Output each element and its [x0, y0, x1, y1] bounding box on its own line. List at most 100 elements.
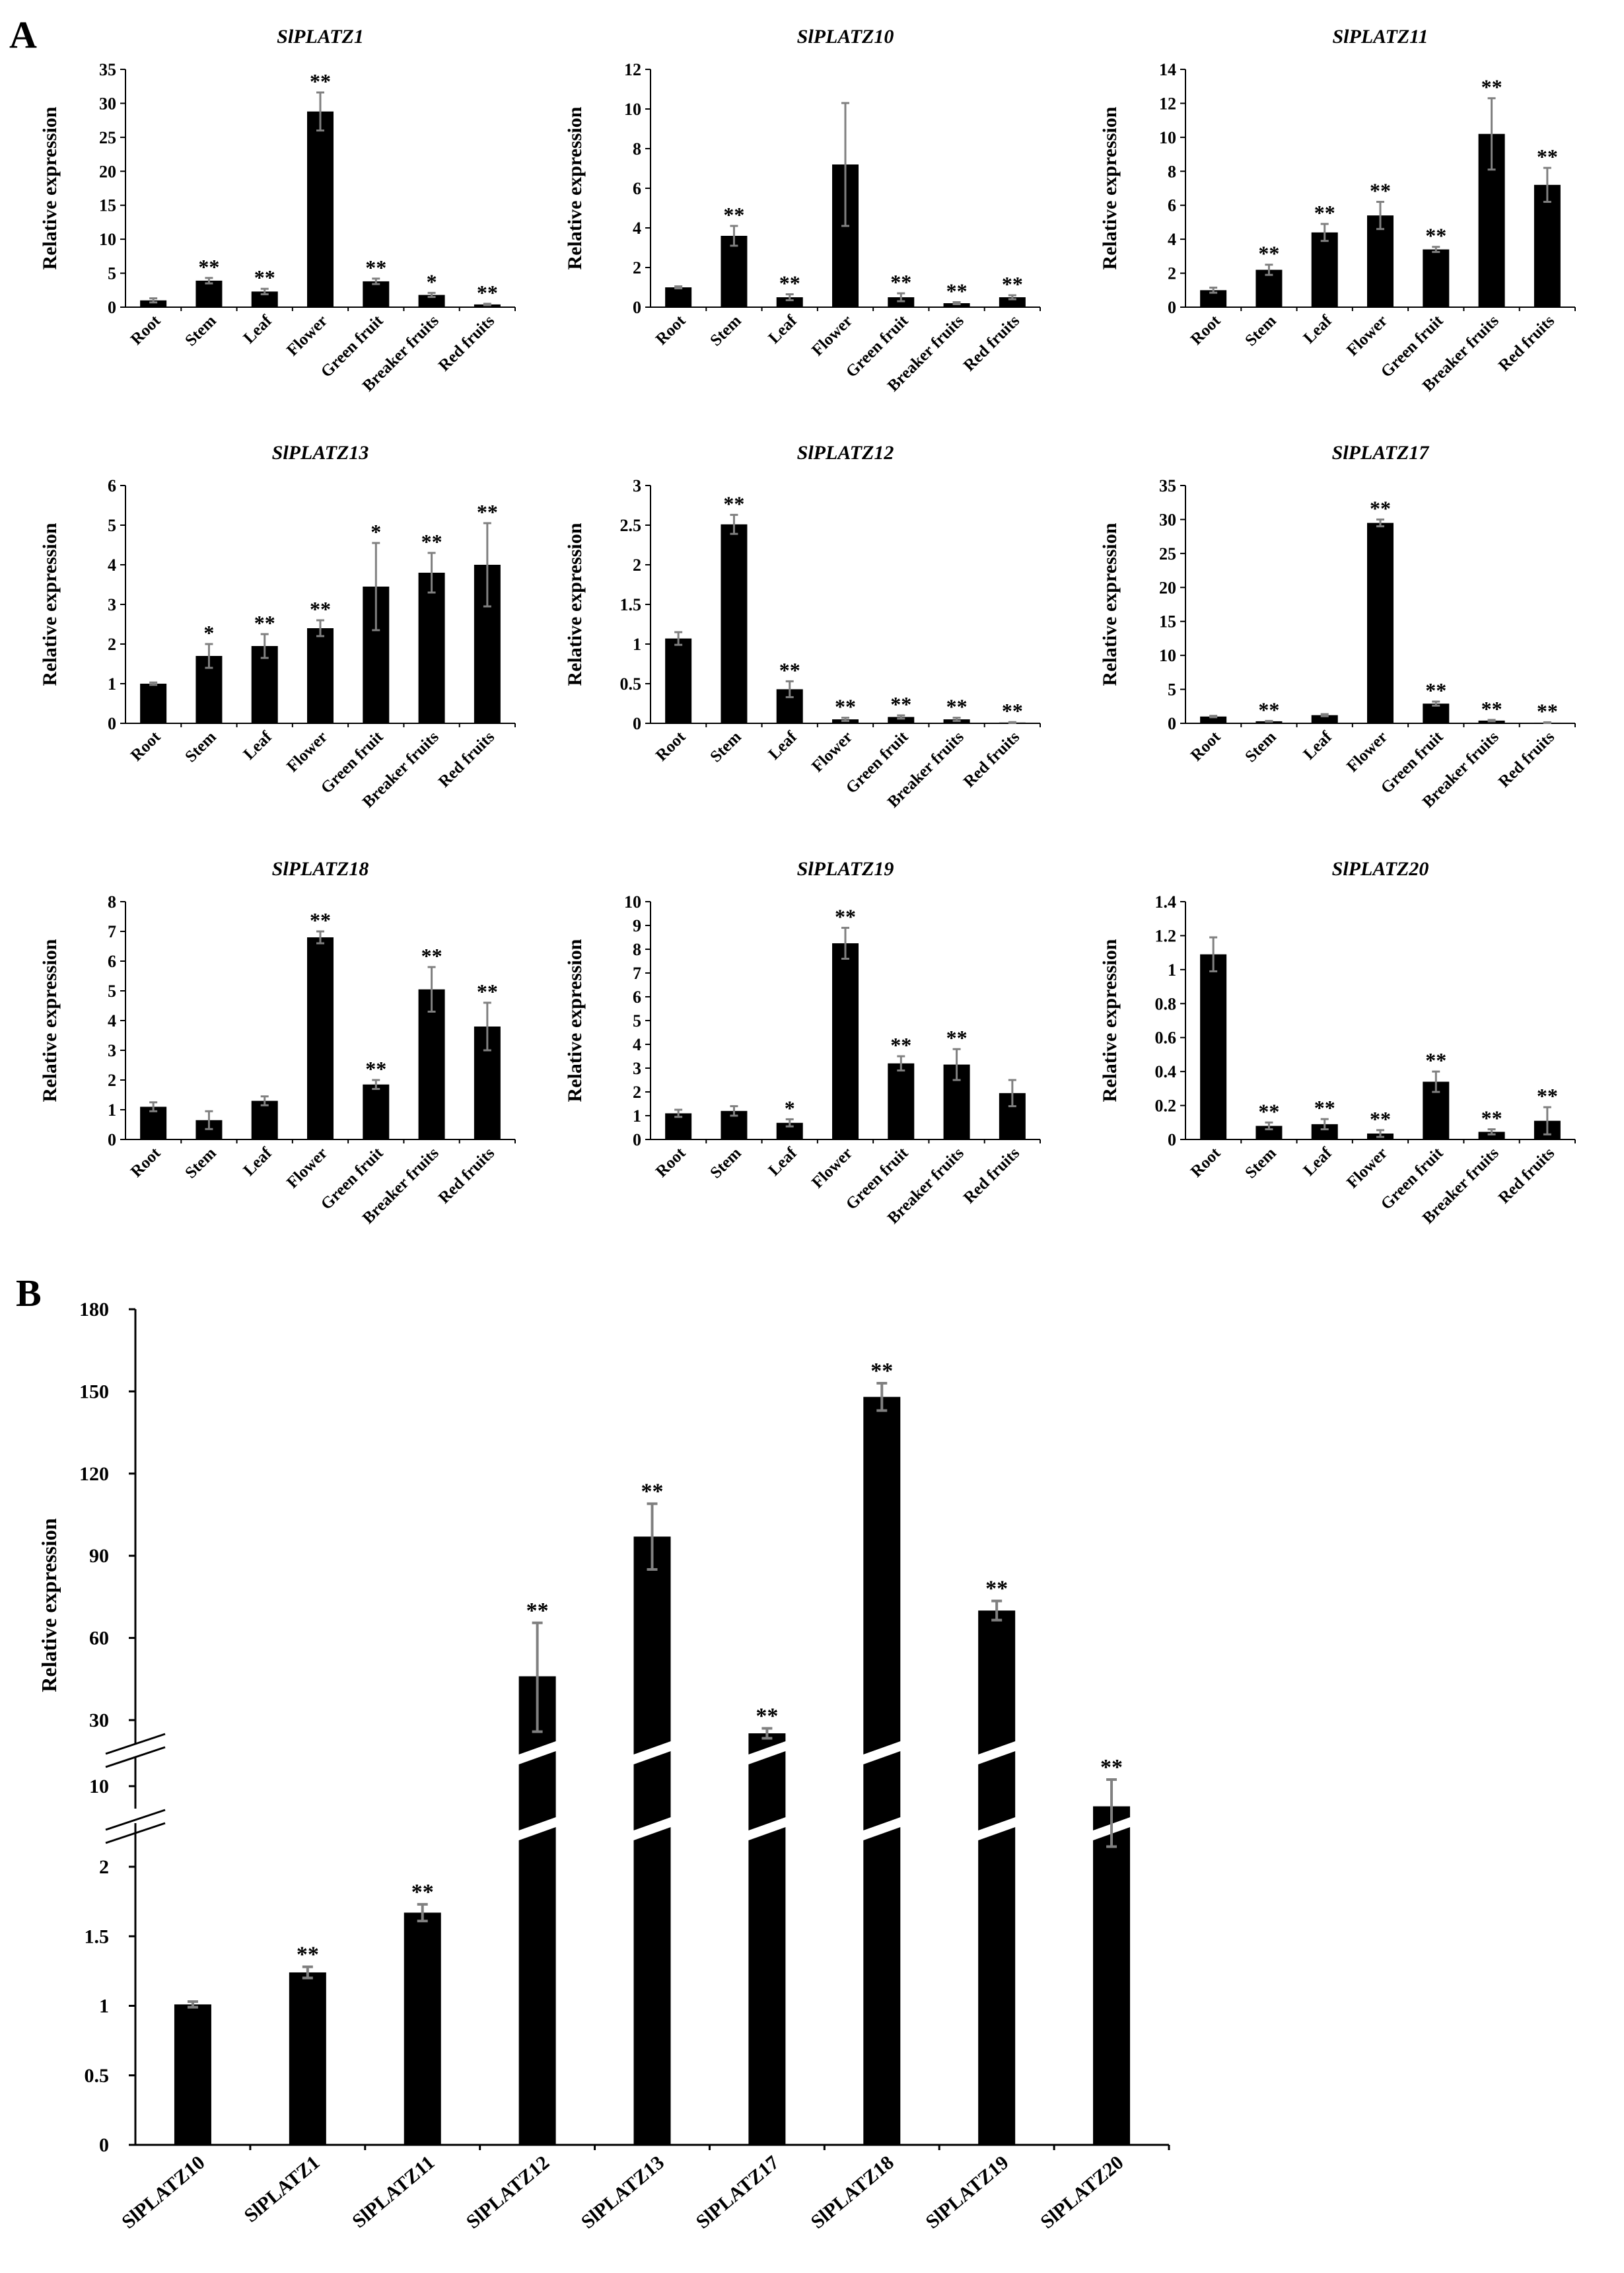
y-tick-label: 2: [633, 258, 641, 277]
significance-marker: **: [756, 1704, 778, 1729]
panel-label-b: B: [16, 1272, 42, 1315]
bar: [1255, 270, 1283, 307]
bar: [1255, 1126, 1283, 1139]
bar: [888, 1063, 915, 1139]
chart-title: SlPLATZ10: [797, 26, 894, 48]
significance-marker: **: [870, 1359, 893, 1383]
significance-marker: **: [985, 1577, 1008, 1601]
chart-title: SlPLATZ11: [1332, 26, 1428, 48]
bar-break-gap: [624, 1814, 680, 1844]
y-tick-label: 1.5: [620, 595, 642, 614]
chart-title: SlPLATZ13: [272, 442, 369, 464]
significance-marker: *: [371, 520, 381, 544]
bar-break-gap: [854, 1814, 910, 1844]
y-tick-label: 1: [108, 1100, 116, 1120]
y-tick-label: 0: [108, 298, 116, 317]
y-tick-label: 0: [1168, 298, 1176, 317]
y-axis-label: Relative expression: [39, 939, 61, 1102]
bar: [307, 937, 334, 1139]
significance-marker: **: [723, 491, 744, 515]
y-tick-label: 10: [624, 892, 641, 912]
y-tick-label: 5: [108, 516, 116, 535]
y-tick-label: 30: [89, 1710, 109, 1731]
significance-marker: **: [1314, 1096, 1335, 1120]
y-tick-label: 35: [1159, 476, 1176, 495]
y-tick-label: 3: [108, 1041, 116, 1060]
chart-title: SlPLATZ17: [1332, 442, 1430, 464]
significance-marker: **: [254, 611, 275, 635]
y-tick-label: 0: [633, 1130, 641, 1149]
significance-marker: **: [1002, 699, 1023, 723]
significance-marker: **: [1537, 145, 1558, 168]
bar-break-gap: [739, 1814, 795, 1844]
y-tick-label: 20: [1159, 578, 1176, 597]
significance-marker: **: [779, 658, 800, 682]
y-tick-label: 6: [1168, 196, 1176, 215]
significance-marker: **: [1100, 1755, 1123, 1780]
y-tick-label: 8: [1168, 162, 1176, 181]
significance-marker: **: [477, 500, 498, 524]
y-tick-label: 1.4: [1155, 892, 1177, 912]
y-tick-label: 180: [79, 1299, 109, 1320]
y-tick-label: 3: [108, 595, 116, 614]
bar: [140, 684, 167, 723]
significance-marker: **: [1481, 75, 1502, 99]
significance-marker: **: [1258, 1099, 1279, 1123]
y-tick-label: 10: [624, 100, 641, 119]
y-tick-label: 30: [99, 94, 116, 113]
significance-marker: **: [198, 255, 219, 279]
significance-marker: **: [641, 1479, 664, 1503]
y-tick-label: 1: [633, 1106, 641, 1126]
y-tick-label: 20: [99, 162, 116, 181]
significance-marker: **: [1425, 1048, 1446, 1072]
chart-title: SlPLATZ12: [797, 442, 894, 464]
y-tick-label: 0.8: [1155, 994, 1177, 1013]
y-tick-label: 0.2: [1155, 1097, 1177, 1116]
significance-marker: **: [365, 1057, 386, 1081]
y-axis-label: Relative expression: [39, 523, 61, 686]
bar: [1423, 249, 1450, 307]
y-tick-label: 2: [108, 635, 116, 654]
y-tick-label: 12: [1159, 94, 1176, 113]
significance-marker: **: [890, 1033, 911, 1057]
significance-marker: **: [477, 980, 498, 1003]
y-tick-label: 3: [633, 1059, 641, 1078]
significance-marker: **: [1002, 272, 1023, 296]
y-tick-label: 120: [79, 1463, 109, 1485]
significance-marker: **: [1258, 698, 1279, 721]
y-tick-label: 5: [108, 982, 116, 1001]
bar: [665, 287, 692, 307]
significance-marker: **: [310, 597, 331, 621]
y-tick-label: 15: [1159, 612, 1176, 631]
y-axis-label: Relative expression: [37, 1518, 61, 1692]
y-tick-label: 3: [633, 476, 641, 495]
y-tick-label: 0.6: [1155, 1028, 1177, 1048]
bar: [1534, 184, 1561, 307]
significance-marker: **: [779, 271, 800, 295]
bar: [1200, 716, 1227, 723]
bar: [1200, 954, 1227, 1139]
y-tick-label: 150: [79, 1381, 109, 1402]
bar: [1367, 523, 1394, 723]
bar: [418, 989, 445, 1139]
y-tick-label: 1.5: [85, 1926, 110, 1947]
significance-marker: **: [946, 695, 968, 719]
bar: [1367, 215, 1394, 307]
y-tick-label: 4: [1168, 230, 1176, 249]
bar: [307, 628, 334, 723]
bar: [776, 297, 803, 307]
bar: [418, 295, 445, 307]
y-axis-label: Relative expression: [39, 106, 61, 270]
significance-marker: **: [1258, 242, 1279, 266]
significance-marker: *: [203, 621, 214, 645]
bar: [863, 1396, 901, 2145]
significance-marker: **: [411, 1880, 434, 1904]
y-tick-label: 7: [108, 922, 116, 941]
significance-marker: **: [1370, 1107, 1391, 1131]
y-tick-label: 2: [633, 1083, 641, 1102]
significance-marker: **: [1425, 224, 1446, 248]
y-axis-label: Relative expression: [1099, 523, 1121, 686]
y-tick-label: 0.4: [1155, 1062, 1177, 1081]
significance-marker: **: [946, 279, 968, 303]
